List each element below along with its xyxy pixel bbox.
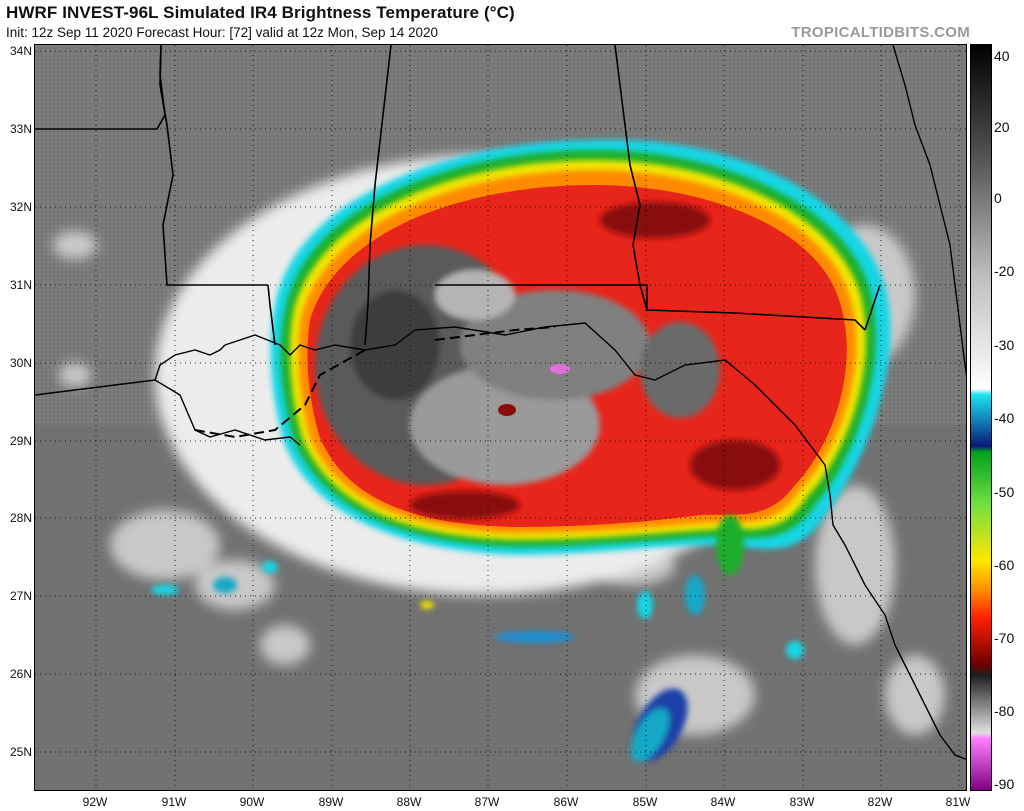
colorbar-tick: -60 (994, 557, 1015, 573)
lon-label-92w: 92W (82, 795, 108, 809)
lat-label-28n: 28N (9, 511, 32, 525)
lon-label-84w: 84W (710, 795, 736, 809)
source-credit: TROPICALTIDBITS.COM (791, 24, 970, 41)
lat-label-25n: 25N (9, 745, 32, 759)
lon-label-83w: 83W (789, 795, 815, 809)
colorbar-tick: -70 (994, 630, 1015, 646)
forecast-info: Init: 12z Sep 11 2020 Forecast Hour: [72… (6, 25, 439, 40)
colorbar (970, 44, 992, 791)
colorbar-tick: -80 (994, 703, 1015, 719)
lon-label-88w: 88W (396, 795, 422, 809)
colorbar-tick: 40 (994, 48, 1010, 64)
storm-core (315, 245, 720, 485)
lon-label-87w: 87W (474, 795, 500, 809)
colorbar-tick: 20 (994, 119, 1010, 135)
lat-label-31n: 31N (9, 278, 32, 292)
coldest-tops (550, 364, 570, 374)
colorbar-tick: -20 (994, 263, 1015, 279)
lon-label-81w: 81W (945, 795, 971, 809)
lat-label-26n: 26N (9, 667, 32, 681)
lon-label-82w: 82W (867, 795, 893, 809)
lon-label-86w: 86W (553, 795, 579, 809)
colorbar-gradient (971, 45, 991, 790)
colorbar-tick: -50 (994, 484, 1015, 500)
lat-label-30n: 30N (9, 356, 32, 370)
header: HWRF INVEST-96L Simulated IR4 Brightness… (0, 0, 1024, 44)
storm-eye (498, 404, 516, 416)
coast-dashes (194, 326, 556, 439)
lat-label-33n: 33N (9, 122, 32, 136)
colorbar-tick: -40 (994, 410, 1015, 426)
coastline (35, 45, 966, 760)
lat-label-29n: 29N (9, 434, 32, 448)
satellite-map[interactable] (34, 44, 967, 791)
map-canvas (35, 45, 966, 790)
lon-label-89w: 89W (318, 795, 344, 809)
colorbar-tick: -90 (994, 776, 1015, 792)
lon-label-90w: 90W (239, 795, 265, 809)
convective-cells (151, 515, 804, 762)
colorbar-tick: -30 (994, 337, 1015, 353)
colorbar-tick: 0 (994, 190, 1002, 206)
map-title: HWRF INVEST-96L Simulated IR4 Brightness… (6, 3, 515, 22)
lat-label-32n: 32N (9, 200, 32, 214)
lat-label-34n: 34N (9, 44, 32, 58)
lat-label-27n: 27N (9, 589, 32, 603)
state-boundaries (35, 45, 881, 346)
lon-label-91w: 91W (161, 795, 187, 809)
lon-label-85w: 85W (632, 795, 658, 809)
